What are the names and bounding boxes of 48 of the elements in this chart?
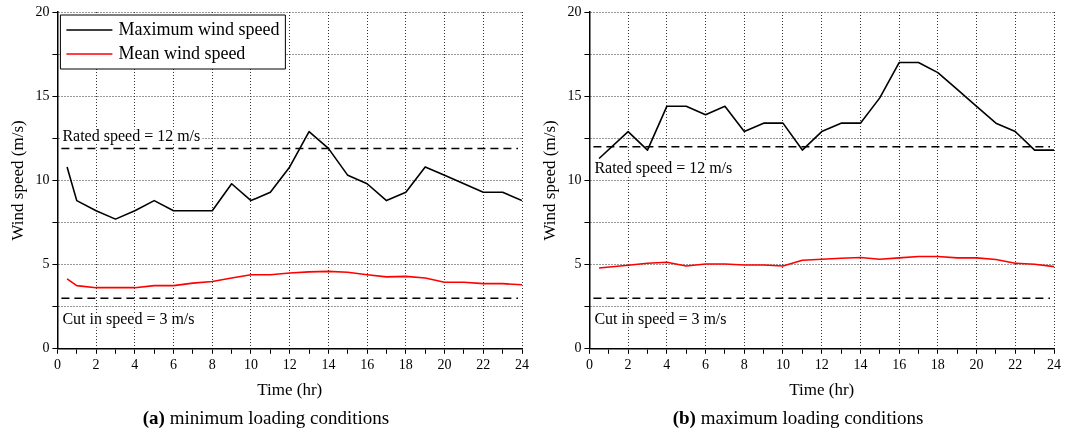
x-tick-label: 22	[476, 356, 491, 372]
y-tick-label: 15	[567, 87, 582, 103]
x-tick-label: 0	[53, 356, 61, 372]
ref-line-label: Rated speed = 12 m/s	[594, 158, 733, 177]
ref-line-label: Cut in speed = 3 m/s	[594, 310, 727, 329]
x-axis-title: Time (hr)	[789, 380, 855, 400]
x-tick-label: 12	[282, 356, 297, 372]
x-tick-label: 22	[1008, 356, 1023, 372]
y-tick-label: 0	[574, 340, 582, 356]
y-axis-title: Wind speed (m/s)	[7, 120, 27, 241]
x-tick-label: 14	[321, 356, 336, 372]
y-tick-label: 10	[567, 172, 582, 188]
x-tick-label: 12	[814, 356, 829, 372]
x-tick-label: 16	[892, 356, 907, 372]
legend-label: Maximum wind speed	[118, 18, 280, 39]
y-tick-label: 5	[574, 256, 582, 272]
x-tick-label: 6	[702, 356, 710, 372]
y-tick-label: 15	[35, 87, 50, 103]
x-tick-label: 8	[740, 356, 748, 372]
x-axis-title: Time (hr)	[257, 380, 323, 400]
y-tick-label: 5	[42, 256, 50, 272]
x-tick-label: 18	[930, 356, 945, 372]
x-tick-label: 8	[208, 356, 216, 372]
text: (a) minimum loading conditions	[141, 407, 391, 429]
x-tick-label: 6	[170, 356, 178, 372]
legend-label: Mean wind speed	[118, 42, 246, 63]
ref-line-label: Cut in speed = 3 m/s	[62, 310, 195, 329]
x-tick-label: 18	[398, 356, 413, 372]
x-tick-label: 24	[1047, 356, 1061, 372]
y-tick-label: 20	[35, 3, 50, 19]
y-axis-title: Wind speed (m/s)	[539, 120, 559, 241]
x-tick-label: 10	[775, 356, 790, 372]
x-tick-label: 10	[243, 356, 258, 372]
ref-line-label: Rated speed = 12 m/s	[62, 126, 201, 145]
x-tick-label: 24	[515, 356, 529, 372]
y-tick-label: 0	[42, 340, 50, 356]
x-tick-label: 20	[437, 356, 452, 372]
x-tick-label: 20	[969, 356, 984, 372]
x-tick-label: 16	[360, 356, 375, 372]
y-tick-label: 20	[567, 3, 582, 19]
x-tick-label: 4	[663, 356, 671, 372]
x-tick-label: 4	[131, 356, 139, 372]
x-tick-label: 2	[92, 356, 100, 372]
y-tick-label: 10	[35, 172, 50, 188]
text: (b) maximum loading conditions	[671, 407, 925, 429]
x-tick-label: 14	[853, 356, 868, 372]
x-tick-label: 0	[585, 356, 593, 372]
x-tick-label: 2	[624, 356, 632, 372]
